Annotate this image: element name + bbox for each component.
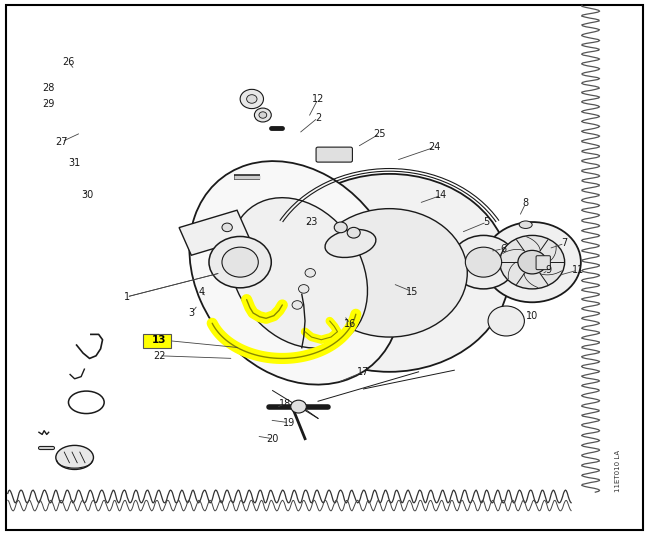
Ellipse shape xyxy=(190,161,401,385)
FancyBboxPatch shape xyxy=(316,147,352,162)
Text: 11ET010 LA: 11ET010 LA xyxy=(615,450,621,492)
Text: 1: 1 xyxy=(123,292,130,302)
Circle shape xyxy=(222,223,232,232)
Text: 7: 7 xyxy=(561,239,568,248)
Text: 25: 25 xyxy=(373,129,386,139)
Text: 2: 2 xyxy=(315,113,321,123)
Polygon shape xyxy=(179,210,249,255)
Text: 17: 17 xyxy=(357,367,370,377)
Circle shape xyxy=(222,247,258,277)
Circle shape xyxy=(292,301,302,309)
Text: 27: 27 xyxy=(55,137,68,147)
Text: 30: 30 xyxy=(82,190,93,200)
Text: 18: 18 xyxy=(280,399,291,409)
Circle shape xyxy=(269,174,509,372)
Circle shape xyxy=(465,247,502,277)
Text: 6: 6 xyxy=(500,244,506,254)
Circle shape xyxy=(451,235,516,289)
Circle shape xyxy=(299,285,309,293)
Ellipse shape xyxy=(230,198,367,348)
FancyBboxPatch shape xyxy=(143,334,171,348)
Circle shape xyxy=(334,222,347,233)
Circle shape xyxy=(209,236,271,288)
Circle shape xyxy=(254,108,271,122)
Text: 11: 11 xyxy=(572,265,583,275)
Text: 15: 15 xyxy=(406,287,419,296)
Text: 24: 24 xyxy=(428,142,441,152)
Text: 9: 9 xyxy=(545,265,552,275)
Text: 13: 13 xyxy=(152,335,166,345)
Text: 5: 5 xyxy=(484,217,490,227)
Circle shape xyxy=(488,306,524,336)
Text: 23: 23 xyxy=(305,217,318,227)
Text: 8: 8 xyxy=(522,198,529,208)
Ellipse shape xyxy=(519,221,532,228)
Text: 19: 19 xyxy=(283,418,295,427)
Text: 10: 10 xyxy=(526,311,538,320)
Text: 31: 31 xyxy=(69,158,80,168)
Text: 16: 16 xyxy=(345,319,356,328)
Text: 28: 28 xyxy=(42,83,55,93)
Circle shape xyxy=(240,89,263,109)
Circle shape xyxy=(305,269,315,277)
Text: 29: 29 xyxy=(42,100,55,109)
Text: 22: 22 xyxy=(153,351,165,361)
FancyBboxPatch shape xyxy=(536,256,550,270)
Text: 12: 12 xyxy=(312,94,324,104)
Ellipse shape xyxy=(325,230,376,257)
Circle shape xyxy=(347,227,360,238)
Text: 3: 3 xyxy=(188,308,195,318)
Text: 4: 4 xyxy=(198,287,204,296)
Circle shape xyxy=(247,95,257,103)
Circle shape xyxy=(518,250,546,274)
Text: 20: 20 xyxy=(266,434,279,444)
Circle shape xyxy=(259,112,267,118)
Circle shape xyxy=(291,400,306,413)
Ellipse shape xyxy=(56,445,93,470)
Circle shape xyxy=(484,222,581,302)
Text: 14: 14 xyxy=(435,190,447,200)
Text: 26: 26 xyxy=(62,57,75,66)
Circle shape xyxy=(312,209,467,337)
Circle shape xyxy=(500,235,565,289)
